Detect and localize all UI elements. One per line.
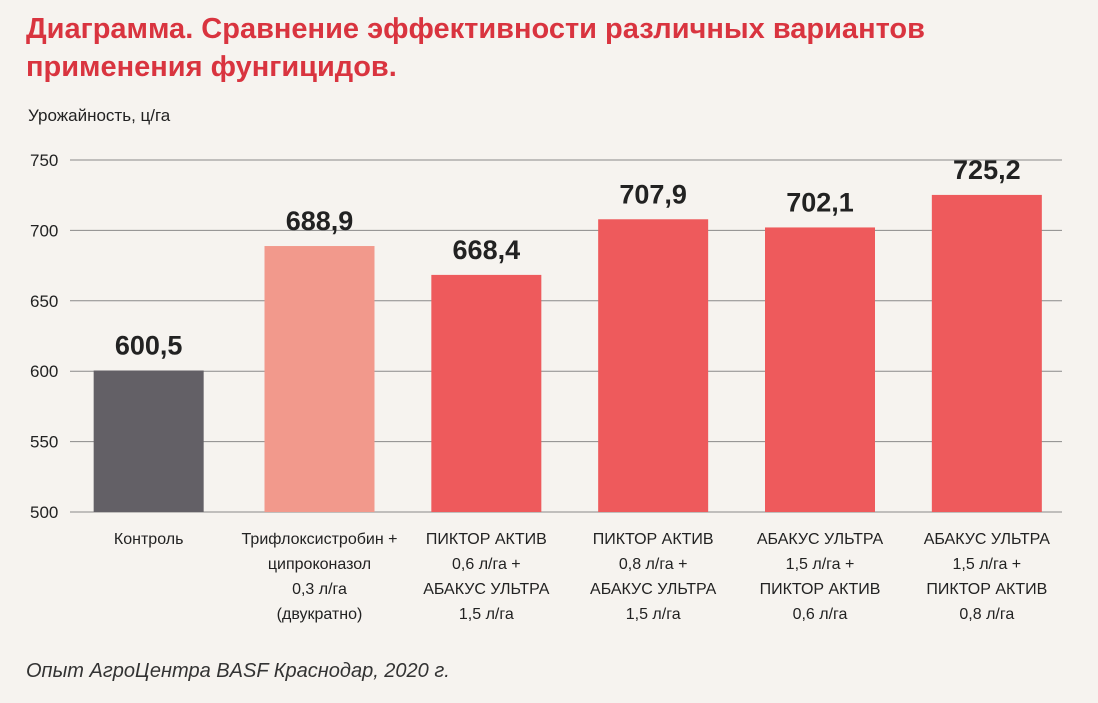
data-label: 600,5 [115, 330, 183, 360]
x-tick-label: 1,5 л/га [626, 606, 681, 623]
data-label: 702,1 [786, 187, 854, 217]
bar [598, 219, 709, 512]
y-tick-label: 650 [30, 292, 58, 311]
x-tick-label: 1,5 л/га + [786, 556, 855, 573]
x-tick-label: АБАКУС УЛЬТРА [757, 531, 884, 548]
data-label: 668,4 [453, 235, 521, 265]
bar [765, 227, 875, 512]
x-tick-label: АБАКУС УЛЬТРА [590, 581, 717, 598]
y-tick-label: 600 [30, 362, 58, 381]
x-tick-label: ципроконазол [268, 556, 371, 573]
x-tick-label: 0,3 л/га [292, 581, 347, 598]
y-tick-label: 700 [30, 221, 58, 240]
data-label: 688,9 [286, 206, 354, 236]
bar [93, 370, 204, 512]
x-tick-label: АБАКУС УЛЬТРА [423, 581, 550, 598]
x-tick-label: 0,8 л/га + [619, 556, 688, 573]
bar [264, 246, 375, 512]
data-label: 707,9 [619, 179, 687, 209]
y-tick-label: 750 [30, 151, 58, 170]
x-tick-label: (двукратно) [277, 606, 363, 623]
x-tick-label: 1,5 л/га [459, 606, 514, 623]
x-tick-label: Трифлоксистробин + [242, 531, 398, 548]
x-tick-label: ПИКТОР АКТИВ [926, 581, 1047, 598]
x-tick-label: АБАКУС УЛЬТРА [924, 531, 1051, 548]
x-tick-label: 0,6 л/га [793, 606, 848, 623]
y-axis-label: Урожайность, ц/га [28, 106, 171, 125]
data-label: 725,2 [953, 155, 1021, 185]
x-tick-label: 1,5 л/га + [953, 556, 1022, 573]
y-tick-label: 550 [30, 433, 58, 452]
chart-title: Диаграмма. Сравнение эффективности разли… [26, 13, 925, 83]
x-tick-label: 0,8 л/га [959, 606, 1014, 623]
x-tick-label: ПИКТОР АКТИВ [593, 531, 714, 548]
x-tick-label: Контроль [114, 531, 184, 548]
source-note: Опыт АгроЦентра BASF Краснодар, 2020 г. [26, 660, 450, 682]
bar [931, 194, 1042, 512]
x-tick-label: ПИКТОР АКТИВ [760, 581, 881, 598]
x-tick-label: 0,6 л/га + [452, 556, 521, 573]
x-tick-label: ПИКТОР АКТИВ [426, 531, 547, 548]
bar [431, 274, 542, 512]
y-tick-label: 500 [30, 503, 58, 522]
